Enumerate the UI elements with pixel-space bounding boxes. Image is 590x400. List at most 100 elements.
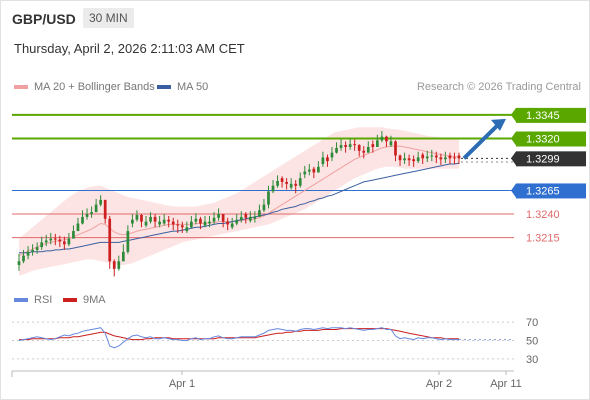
candle-body: [294, 183, 298, 186]
candle-body: [235, 219, 239, 224]
level-tag-point-0: [511, 107, 516, 122]
candle-body: [344, 145, 347, 147]
candle-body: [280, 178, 284, 182]
candle-body: [416, 157, 420, 162]
candle-body: [353, 144, 357, 146]
rsi-line: [18, 327, 459, 349]
level-label-0: 1.3345: [526, 110, 560, 122]
candle-body: [244, 214, 248, 218]
candle-body: [239, 216, 243, 220]
bollinger-band: [19, 127, 459, 276]
level-label-3: 1.3265: [526, 185, 560, 197]
candle-body: [158, 221, 161, 225]
level-tag-2: [516, 151, 586, 167]
rsi-ma-swatch: [63, 298, 77, 303]
rsi-tick-1: 50: [526, 336, 538, 348]
candle-body: [63, 241, 66, 245]
candle-body: [457, 155, 461, 159]
candle-body: [117, 261, 121, 269]
symbol-label: GBP/USD: [12, 11, 76, 27]
candle-body: [448, 155, 452, 159]
candle-body: [389, 141, 393, 146]
candle-body: [53, 238, 57, 240]
candle-body: [403, 158, 406, 161]
candle-body: [285, 181, 288, 184]
candle-body: [267, 191, 270, 205]
legend-rsi-label: RSI: [34, 294, 53, 306]
candle-body: [194, 218, 198, 222]
candle-body: [307, 169, 311, 172]
candle-body: [176, 224, 180, 226]
candle-body: [412, 159, 415, 162]
level-tag-1: [516, 131, 586, 147]
timeframe-badge[interactable]: 30 MIN: [83, 8, 134, 28]
candle-body: [335, 147, 338, 153]
candle-body: [253, 216, 257, 219]
legend-ma50: MA 50: [157, 81, 208, 93]
candle-body: [375, 140, 379, 147]
level-tag-3: [516, 183, 586, 199]
legend-rsi-ma: 9MA: [63, 294, 106, 306]
legend-bb: MA 20 + Bollinger Bands: [14, 81, 155, 93]
level-label-2: 1.3299: [526, 153, 560, 165]
candle-body: [162, 219, 166, 224]
candle-body: [430, 155, 434, 157]
candle-body: [357, 145, 361, 151]
candle-body: [22, 255, 25, 262]
candle-body: [248, 216, 252, 221]
candle-body: [289, 183, 293, 188]
candle-body: [444, 157, 447, 160]
level-label-4: 1.3240: [526, 209, 560, 221]
candle-body: [348, 144, 352, 147]
level-tag-0: [516, 107, 586, 123]
level-tag-point-3: [511, 183, 516, 198]
candle-body: [276, 181, 279, 186]
level-tag-point-2: [511, 151, 516, 166]
legend-rsi-ma-label: 9MA: [83, 294, 106, 306]
forecast-arrow-shaft: [462, 121, 502, 160]
candle-body: [425, 156, 429, 159]
candle-body: [17, 261, 21, 266]
candle-body: [171, 221, 175, 225]
candle-body: [199, 218, 202, 224]
candle-body: [49, 238, 53, 241]
candle-body: [366, 147, 370, 153]
candle-body: [167, 219, 171, 222]
candle-body: [94, 204, 98, 213]
candle-body: [35, 247, 39, 250]
candle-body: [112, 261, 116, 269]
candle-body: [326, 157, 329, 162]
candle-body: [221, 214, 225, 222]
rsi-swatch: [14, 298, 28, 303]
candle-body: [40, 242, 44, 248]
candle-body: [135, 215, 139, 220]
time-tick-label-0: Apr 1: [169, 378, 195, 390]
candle-body: [303, 171, 307, 175]
datetime-label: Thursday, April 2, 2026 2:11:03 AM CET: [14, 41, 245, 56]
candle-body: [321, 157, 325, 164]
candle-body: [226, 221, 230, 225]
candle-body: [398, 155, 402, 161]
candle-body: [385, 136, 388, 142]
candle-body: [421, 154, 425, 159]
candle-body: [230, 223, 234, 228]
rsi-tick-0: 70: [526, 317, 538, 329]
time-tick-label-2: Apr 11: [490, 378, 522, 390]
candle-body: [31, 249, 34, 252]
candle-body: [190, 221, 193, 228]
candle-body: [217, 214, 220, 218]
candle-body: [131, 219, 134, 224]
forecast-arrow-head: [491, 118, 506, 131]
candle-body: [81, 216, 84, 224]
candle-body: [140, 215, 143, 222]
candle-body: [144, 221, 148, 226]
candle-body: [362, 150, 366, 153]
candle-body: [271, 185, 275, 192]
candle-body: [262, 204, 266, 211]
candle-body: [153, 216, 157, 222]
candle-body: [298, 178, 302, 186]
candle-body: [126, 231, 130, 252]
candle-body: [371, 144, 375, 147]
candle-body: [90, 212, 93, 215]
